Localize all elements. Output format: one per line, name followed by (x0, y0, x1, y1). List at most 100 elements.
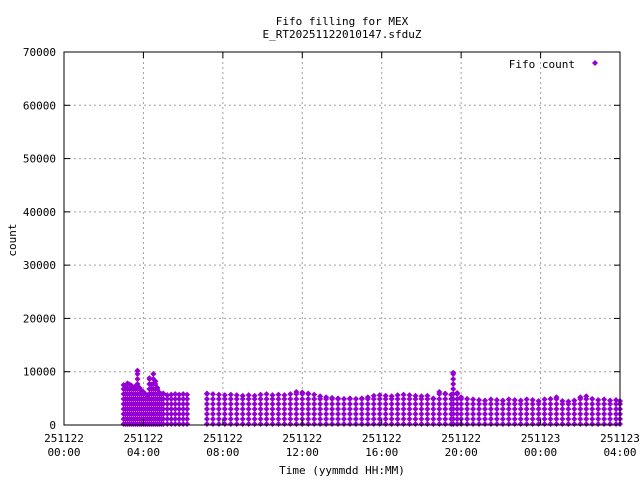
x-tick-label-time: 12:00 (286, 446, 319, 459)
plot-frame (63, 51, 621, 426)
data-point-marks (406, 392, 413, 427)
data-point-marks (364, 394, 371, 427)
data-point-marks (601, 396, 608, 427)
data-point-marks (180, 391, 187, 427)
x-tick-label-date: 251122 (203, 432, 243, 445)
data-point (251, 392, 258, 427)
data-point (221, 392, 228, 427)
data-point (293, 388, 300, 427)
data-point-marks (329, 394, 336, 427)
data-point (470, 396, 477, 427)
data-point-marks (317, 393, 324, 427)
data-point-marks (138, 387, 145, 427)
data-point (370, 392, 377, 427)
y-tick-label: 40000 (23, 206, 56, 219)
data-point-marks (553, 394, 560, 427)
data-point-marks (607, 397, 614, 427)
data-point-marks (227, 391, 234, 427)
data-point-marks (505, 396, 512, 427)
data-point-marks (470, 396, 477, 427)
data-point (436, 388, 443, 427)
data-point-marks (305, 390, 312, 427)
data-point-marks (293, 388, 300, 427)
data-points (120, 367, 623, 427)
data-point (138, 387, 145, 427)
data-point (464, 395, 471, 427)
data-point (559, 398, 566, 427)
data-point-marks (394, 392, 401, 427)
data-point-marks (388, 393, 395, 427)
data-point (565, 398, 572, 427)
data-point (180, 391, 187, 427)
data-point (176, 391, 183, 427)
data-point-marks (164, 392, 171, 427)
x-tick-label-time: 04:00 (603, 446, 636, 459)
y-tick-label: 20000 (23, 312, 56, 325)
data-point (245, 392, 252, 427)
data-point (239, 392, 246, 427)
data-point-marks (511, 396, 518, 427)
data-point-marks (450, 369, 457, 427)
data-point (424, 392, 431, 427)
data-point (571, 397, 578, 427)
y-tick-label: 60000 (23, 99, 56, 112)
legend-marker (592, 60, 598, 66)
x-tick-label-time: 16:00 (365, 446, 398, 459)
data-point-marks (233, 392, 240, 427)
data-point (215, 391, 222, 427)
data-point (164, 392, 171, 427)
chart-subtitle: E_RT20251122010147.sfduZ (263, 28, 422, 41)
x-tick-label-date: 251122 (362, 432, 402, 445)
y-axis-ticks: 0 10000 20000 30000 40000 50000 60000 70000 (23, 46, 620, 432)
data-point (227, 391, 234, 427)
data-point-marks (346, 395, 353, 427)
data-point (450, 369, 457, 427)
data-point (358, 395, 365, 427)
data-point-marks (203, 390, 210, 427)
legend-label: Fifo count (509, 58, 575, 71)
data-point-marks (239, 392, 246, 427)
data-point-marks (176, 391, 183, 427)
x-axis-label: Time (yymmdd HH:MM) (279, 464, 405, 477)
x-axis-ticks: 25112200:0025112204:0025112208:002511221… (44, 52, 640, 459)
data-point (589, 395, 596, 427)
data-point (541, 396, 548, 427)
data-point-marks (358, 395, 365, 427)
y-tick-label: 0 (49, 419, 56, 432)
data-point-marks (523, 396, 530, 427)
data-point-marks (458, 394, 465, 427)
data-point (160, 390, 167, 427)
data-point-marks (263, 391, 270, 427)
data-point (203, 390, 210, 427)
x-tick-label-date: 251122 (282, 432, 322, 445)
data-point-marks (299, 389, 306, 427)
data-point-marks (481, 397, 488, 427)
data-point-marks (589, 395, 596, 427)
data-point (311, 391, 318, 427)
data-point-marks (340, 395, 347, 427)
data-point-marks (269, 392, 276, 427)
data-point (505, 396, 512, 427)
data-point (376, 392, 383, 427)
data-point-marks (595, 396, 602, 427)
x-tick-label-time: 00:00 (524, 446, 557, 459)
data-point-marks (382, 392, 389, 427)
data-point (364, 394, 371, 427)
data-point (523, 396, 530, 427)
data-point (299, 389, 306, 427)
data-point-marks (577, 394, 584, 427)
data-point (382, 392, 389, 427)
data-point-marks (517, 397, 524, 427)
data-point (209, 391, 216, 427)
data-point-marks (430, 395, 437, 427)
data-point (281, 392, 288, 427)
data-point (481, 397, 488, 427)
data-point-marks (541, 396, 548, 427)
data-point (172, 391, 179, 427)
data-point (400, 391, 407, 427)
data-point-marks (251, 392, 258, 427)
data-point-marks (376, 392, 383, 427)
data-point (583, 393, 590, 427)
y-tick-label: 50000 (23, 153, 56, 166)
data-point (493, 396, 500, 427)
